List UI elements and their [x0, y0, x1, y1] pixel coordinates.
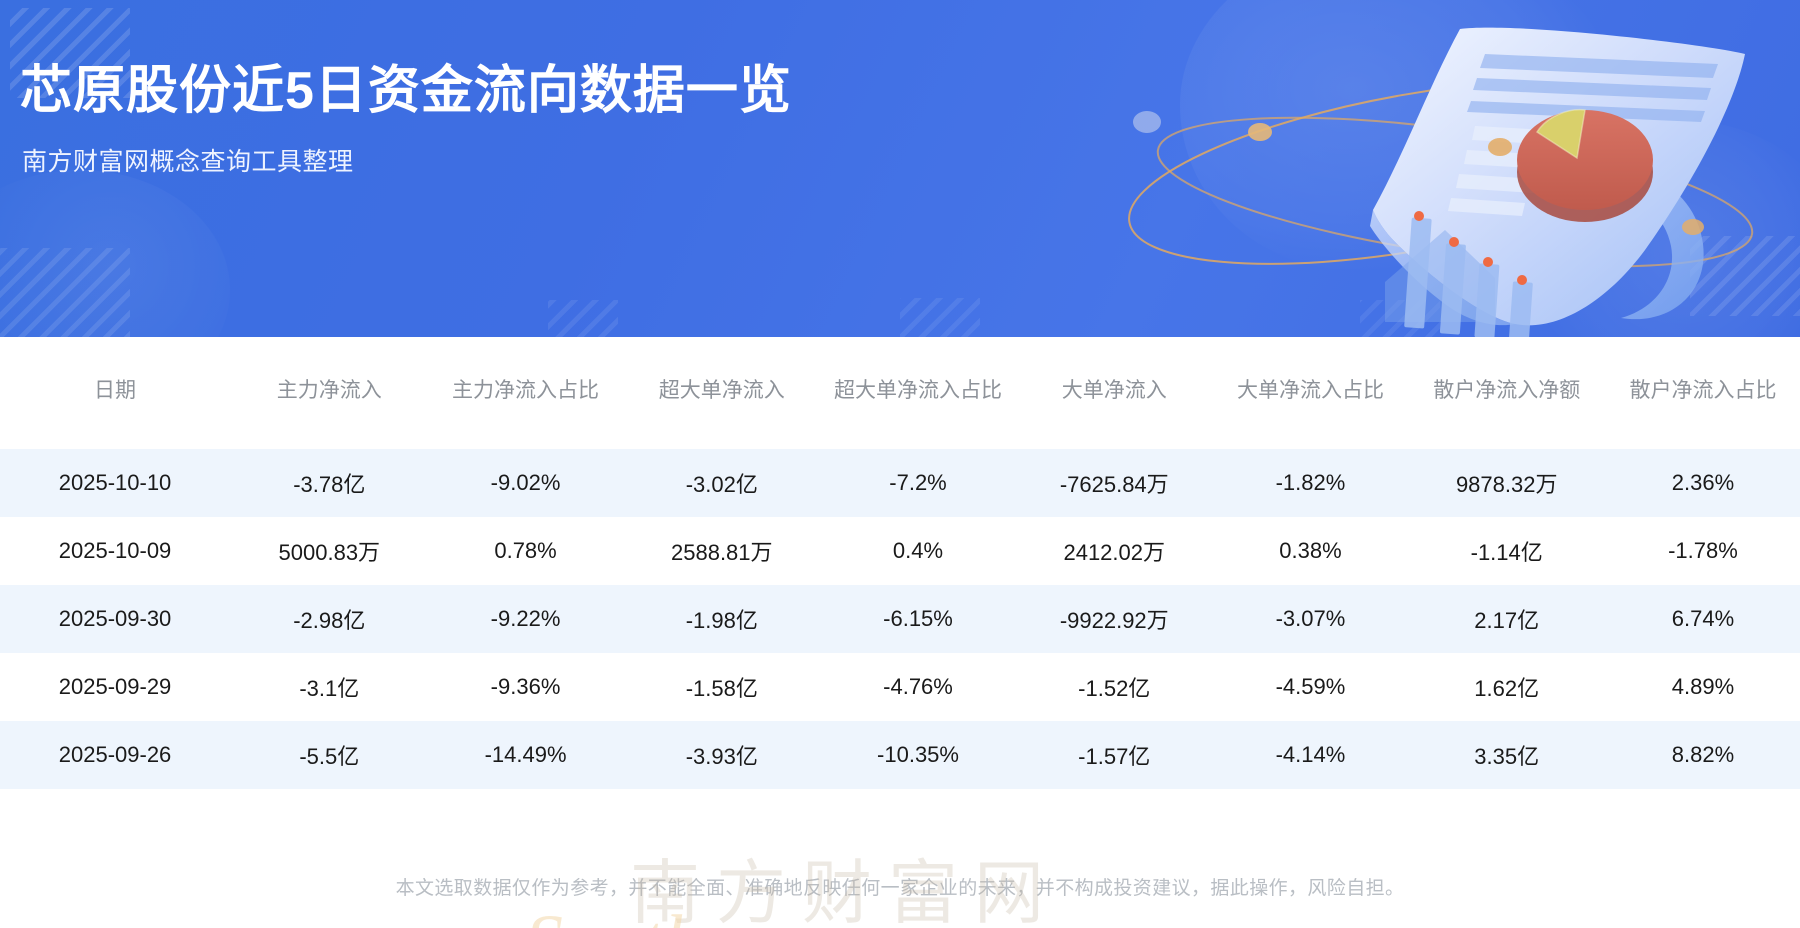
disclaimer-text: 本文选取数据仅作为参考，并不能全面、准确地反映任何一家企业的未来，并不构成投资建…	[395, 878, 1405, 899]
cell-retail-net-amount: 1.62亿	[1407, 653, 1606, 721]
table-row: 2025-09-26 -5.5亿 -14.49% -3.93亿 -10.35% …	[0, 721, 1800, 789]
cell-xl-net-inflow-pct: -10.35%	[821, 721, 1015, 789]
page-subtitle: 南方财富网概念查询工具整理	[22, 148, 354, 176]
cell-date: 2025-10-10	[0, 449, 231, 517]
page-title: 芯原股份近5日资金流向数据一览	[20, 62, 792, 120]
column-header-main-net-inflow-pct: 主力净流入占比	[428, 337, 623, 449]
column-header-large-net-inflow-pct: 大单净流入占比	[1213, 337, 1408, 449]
column-header-retail-net-amount: 散户净流入净额	[1407, 337, 1606, 449]
cell-date: 2025-09-29	[0, 653, 231, 721]
cell-main-net-inflow: -2.98亿	[230, 585, 429, 653]
cell-large-net-inflow: -9922.92万	[1015, 585, 1214, 653]
cell-large-net-inflow-pct: -1.82%	[1213, 449, 1408, 517]
cell-retail-net-pct: 4.89%	[1605, 653, 1800, 721]
table-body: 2025-10-10 -3.78亿 -9.02% -3.02亿 -7.2% -7…	[0, 449, 1800, 789]
cell-retail-net-pct: 6.74%	[1605, 585, 1800, 653]
table-header: 日期 主力净流入 主力净流入占比 超大单净流入 超大单净流入占比 大单净流入 大…	[0, 337, 1800, 449]
column-header-xl-net-inflow: 超大单净流入	[622, 337, 822, 449]
fund-flow-table-wrapper: 南方财富网 Southmoney.com 日期 主力净流入 主力净流入占比 超大…	[0, 337, 1800, 928]
cell-large-net-inflow-pct: -4.14%	[1213, 721, 1408, 789]
cell-date: 2025-09-30	[0, 585, 231, 653]
cell-retail-net-amount: 3.35亿	[1407, 721, 1606, 789]
cell-retail-net-amount: 9878.32万	[1407, 449, 1606, 517]
cell-main-net-inflow-pct: -9.36%	[428, 653, 623, 721]
page-banner: 芯原股份近5日资金流向数据一览 南方财富网概念查询工具整理	[0, 0, 1800, 337]
table-row: 2025-09-30 -2.98亿 -9.22% -1.98亿 -6.15% -…	[0, 585, 1800, 653]
cell-main-net-inflow-pct: -9.02%	[428, 449, 623, 517]
column-header-large-net-inflow: 大单净流入	[1015, 337, 1214, 449]
cell-main-net-inflow: -3.78亿	[230, 449, 429, 517]
banner-stripes-bottom-left	[0, 248, 130, 337]
column-header-main-net-inflow: 主力净流入	[230, 337, 429, 449]
banner-blob-decor-3	[0, 170, 230, 337]
cell-large-net-inflow-pct: 0.38%	[1213, 517, 1408, 585]
column-header-xl-net-inflow-pct: 超大单净流入占比	[821, 337, 1015, 449]
cell-retail-net-amount: -1.14亿	[1407, 517, 1606, 585]
cell-main-net-inflow-pct: -9.22%	[428, 585, 623, 653]
cell-xl-net-inflow-pct: 0.4%	[821, 517, 1015, 585]
cell-main-net-inflow-pct: 0.78%	[428, 517, 623, 585]
cell-large-net-inflow: 2412.02万	[1015, 517, 1214, 585]
banner-stripes-center	[900, 298, 980, 337]
cell-large-net-inflow: -7625.84万	[1015, 449, 1214, 517]
cell-date: 2025-10-09	[0, 517, 231, 585]
cell-xl-net-inflow-pct: -7.2%	[821, 449, 1015, 517]
table-header-row: 日期 主力净流入 主力净流入占比 超大单净流入 超大单净流入占比 大单净流入 大…	[0, 337, 1800, 449]
cell-large-net-inflow: -1.57亿	[1015, 721, 1214, 789]
cell-retail-net-pct: -1.78%	[1605, 517, 1800, 585]
column-header-date: 日期	[0, 337, 231, 449]
cell-xl-net-inflow-pct: -4.76%	[821, 653, 1015, 721]
column-header-retail-net-pct: 散户净流入占比	[1605, 337, 1800, 449]
cell-retail-net-pct: 8.82%	[1605, 721, 1800, 789]
cell-main-net-inflow-pct: -14.49%	[428, 721, 623, 789]
cell-main-net-inflow: -5.5亿	[230, 721, 429, 789]
fund-flow-table: 日期 主力净流入 主力净流入占比 超大单净流入 超大单净流入占比 大单净流入 大…	[0, 337, 1800, 789]
table-row: 2025-10-09 5000.83万 0.78% 2588.81万 0.4% …	[0, 517, 1800, 585]
table-row: 2025-10-10 -3.78亿 -9.02% -3.02亿 -7.2% -7…	[0, 449, 1800, 517]
cell-xl-net-inflow-pct: -6.15%	[821, 585, 1015, 653]
report-chart-illustration-icon	[1085, 0, 1785, 337]
cell-retail-net-pct: 2.36%	[1605, 449, 1800, 517]
cell-main-net-inflow: 5000.83万	[230, 517, 429, 585]
watermark-english: Southmoney.com	[525, 899, 1052, 928]
cell-large-net-inflow-pct: -4.59%	[1213, 653, 1408, 721]
cell-xl-net-inflow: 2588.81万	[622, 517, 822, 585]
cell-xl-net-inflow: -3.93亿	[622, 721, 822, 789]
banner-stripes-mid	[548, 300, 618, 337]
table-row: 2025-09-29 -3.1亿 -9.36% -1.58亿 -4.76% -1…	[0, 653, 1800, 721]
cell-xl-net-inflow: -1.58亿	[622, 653, 822, 721]
cell-large-net-inflow-pct: -3.07%	[1213, 585, 1408, 653]
cell-large-net-inflow: -1.52亿	[1015, 653, 1214, 721]
cell-retail-net-amount: 2.17亿	[1407, 585, 1606, 653]
cell-date: 2025-09-26	[0, 721, 231, 789]
cell-main-net-inflow: -3.1亿	[230, 653, 429, 721]
cell-xl-net-inflow: -3.02亿	[622, 449, 822, 517]
cell-xl-net-inflow: -1.98亿	[622, 585, 822, 653]
